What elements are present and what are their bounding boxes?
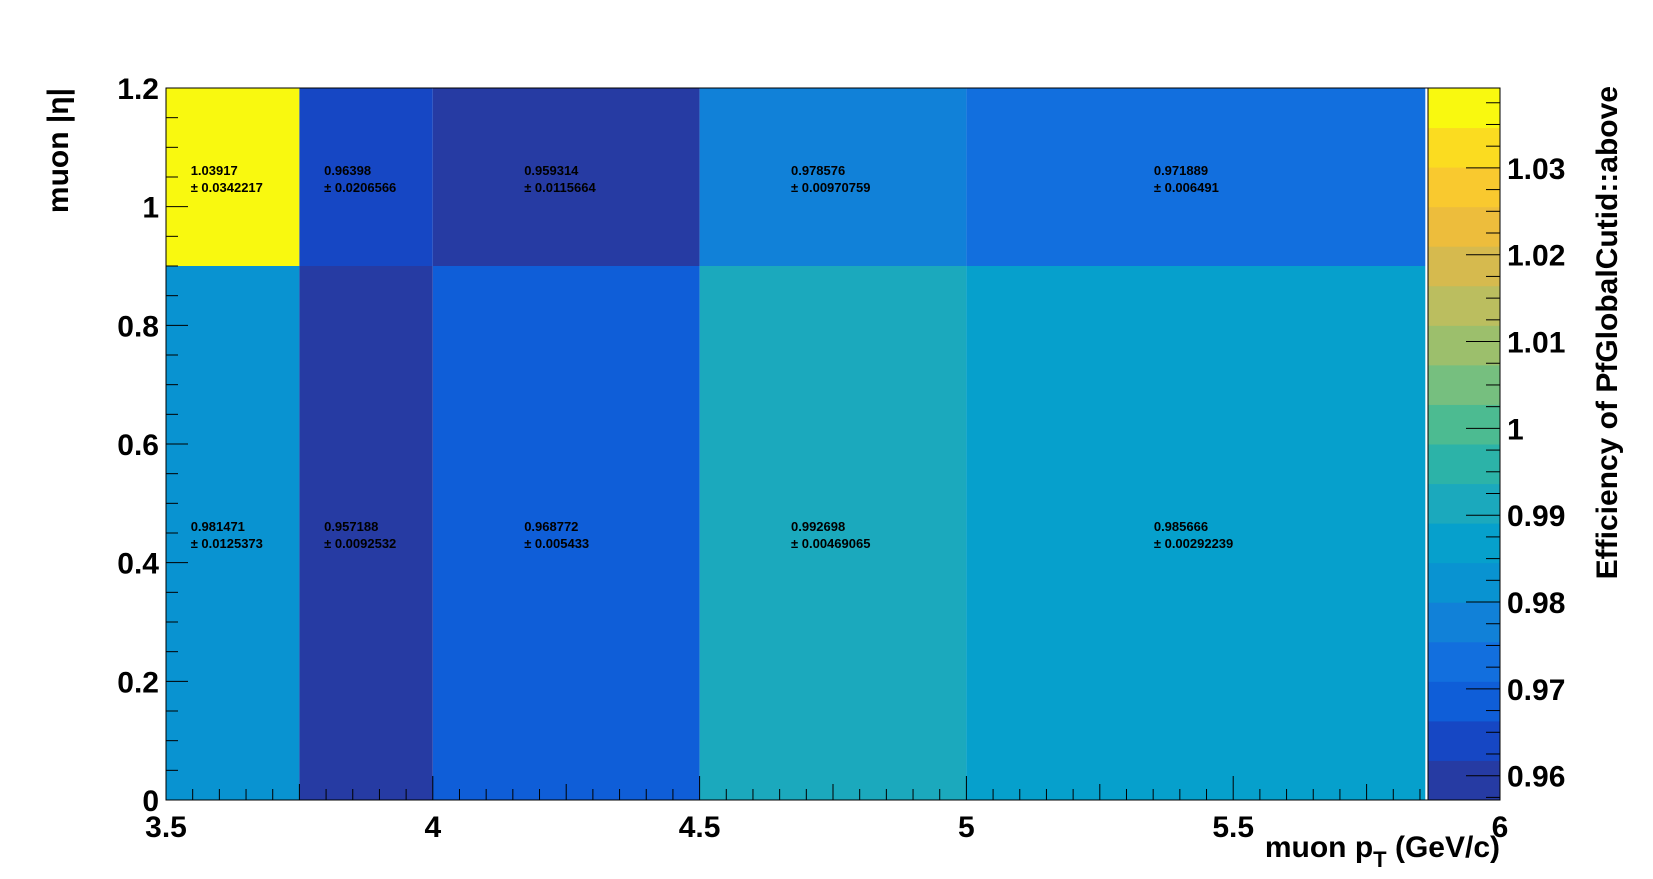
heatmap-cell bbox=[166, 266, 300, 800]
heatmap-cell bbox=[966, 266, 1426, 800]
heatmap-cell bbox=[699, 88, 967, 266]
cell-value-label: 0.978576 bbox=[791, 163, 845, 178]
z-tick-label: 1.03 bbox=[1507, 153, 1565, 186]
cell-value-label: 0.96398 bbox=[324, 163, 371, 178]
palette-segment bbox=[1428, 444, 1500, 485]
cell-error-label: ± 0.0092532 bbox=[324, 536, 396, 551]
z-tick-label: 0.97 bbox=[1507, 674, 1565, 707]
cell-value-label: 0.981471 bbox=[191, 519, 245, 534]
y-tick-label: 0.6 bbox=[117, 429, 159, 462]
cell-error-label: ± 0.006491 bbox=[1154, 180, 1219, 195]
palette-segment bbox=[1428, 641, 1500, 682]
palette-segment bbox=[1428, 325, 1500, 366]
y-tick-label: 0.4 bbox=[117, 548, 159, 581]
z-tick-label: 1 bbox=[1507, 413, 1524, 446]
x-tick-label: 4 bbox=[424, 811, 441, 844]
heatmap-cell bbox=[966, 88, 1426, 266]
y-tick-label: 0.8 bbox=[117, 310, 159, 343]
palette-segment bbox=[1428, 483, 1500, 524]
cell-value-label: 1.03917 bbox=[191, 163, 238, 178]
palette-segment bbox=[1428, 167, 1500, 208]
cell-value-label: 0.985666 bbox=[1154, 519, 1208, 534]
y-axis: 0 0.2 0.4 0.6 0.8 1 1.2 bbox=[117, 73, 188, 818]
heatmap-cell bbox=[299, 88, 433, 266]
palette-segment bbox=[1428, 88, 1500, 129]
cell-value-label: 0.992698 bbox=[791, 519, 845, 534]
heatmap-cell bbox=[699, 266, 967, 800]
y-tick-label: 1 bbox=[142, 192, 159, 225]
x-tick-label: 4.5 bbox=[679, 811, 721, 844]
palette-segment bbox=[1428, 562, 1500, 603]
z-tick-label: 1.02 bbox=[1507, 240, 1565, 273]
cell-value-label: 0.971889 bbox=[1154, 163, 1208, 178]
cell-value-label: 0.959314 bbox=[524, 163, 579, 178]
cell-value-label: 0.968772 bbox=[524, 519, 578, 534]
x-tick-label: 3.5 bbox=[145, 811, 187, 844]
y-tick-label: 0 bbox=[142, 785, 159, 818]
palette-segment bbox=[1428, 285, 1500, 326]
palette-segment bbox=[1428, 404, 1500, 445]
z-tick-label: 0.98 bbox=[1507, 587, 1565, 620]
y-tick-label: 1.2 bbox=[117, 73, 159, 106]
palette-segment bbox=[1428, 206, 1500, 247]
cell-error-label: ± 0.00292239 bbox=[1154, 536, 1233, 551]
y-tick-label: 0.2 bbox=[117, 666, 159, 699]
x-tick-label: 5.5 bbox=[1212, 811, 1254, 844]
palette-segment bbox=[1428, 681, 1500, 722]
x-axis-title-subscript: T bbox=[1373, 847, 1387, 872]
z-tick-label: 0.99 bbox=[1507, 500, 1565, 533]
z-axis: 0.96 0.97 0.98 0.99 1 1.01 1.02 1.03 bbox=[1466, 102, 1565, 798]
x-tick-label: 6 bbox=[1492, 811, 1509, 844]
heatmap-cell bbox=[432, 88, 700, 266]
cell-error-label: ± 0.00970759 bbox=[791, 180, 870, 195]
heatmap-cell bbox=[166, 88, 300, 266]
cell-error-label: ± 0.0115664 bbox=[524, 180, 596, 195]
cell-labels: 0.981471 ± 0.0125373 0.957188 ± 0.0092532 0.… bbox=[191, 163, 1234, 551]
palette-segment bbox=[1428, 720, 1500, 761]
x-axis: 3.5 4 4.5 5 5.5 6 bbox=[145, 776, 1508, 844]
heatmap-cell bbox=[432, 266, 700, 800]
cell-error-label: ± 0.005433 bbox=[524, 536, 589, 551]
heatmap-cell bbox=[299, 266, 433, 800]
cell-error-label: ± 0.0342217 bbox=[191, 180, 263, 195]
z-tick-label: 1.01 bbox=[1507, 327, 1565, 360]
cell-value-label: 0.957188 bbox=[324, 519, 378, 534]
z-tick-label: 0.96 bbox=[1507, 761, 1565, 794]
palette-segment bbox=[1428, 760, 1500, 801]
cell-error-label: ± 0.0206566 bbox=[324, 180, 396, 195]
palette-segment bbox=[1428, 246, 1500, 287]
cell-error-label: ± 0.0125373 bbox=[191, 536, 263, 551]
color-palette bbox=[1427, 87, 1501, 801]
heatmap-cells bbox=[166, 88, 1426, 800]
cell-error-label: ± 0.00469065 bbox=[791, 536, 870, 551]
palette-segment bbox=[1428, 602, 1500, 643]
z-axis-title: Efficiency of PfGlobalCutid::above bbox=[1591, 86, 1624, 579]
palette-frame bbox=[1427, 87, 1501, 801]
x-axis-title: muon pT (GeV/c) bbox=[1265, 831, 1500, 872]
palette-segment bbox=[1428, 523, 1500, 564]
palette-segment bbox=[1428, 127, 1500, 168]
x-tick-label: 5 bbox=[958, 811, 975, 844]
y-axis-title: muon |η| bbox=[42, 88, 75, 213]
